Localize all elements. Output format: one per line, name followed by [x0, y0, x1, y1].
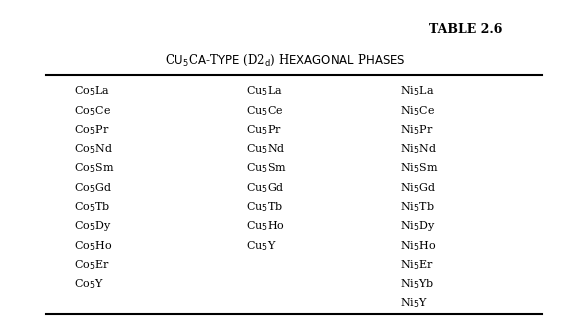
Text: Cu$_5$Y: Cu$_5$Y: [246, 239, 276, 253]
Text: Ni$_5$Yb: Ni$_5$Yb: [400, 277, 434, 291]
Text: Co$_5$Ho: Co$_5$Ho: [74, 239, 112, 253]
Text: Co$_5$Dy: Co$_5$Dy: [74, 219, 112, 233]
Text: Co$_5$Nd: Co$_5$Nd: [74, 142, 113, 156]
Text: Cu$_5$Pr: Cu$_5$Pr: [246, 123, 282, 137]
Text: Cu$_5$Ho: Cu$_5$Ho: [246, 219, 284, 233]
Text: Ni$_5$Pr: Ni$_5$Pr: [400, 123, 433, 137]
Text: Ni$_5$Y: Ni$_5$Y: [400, 296, 428, 310]
Text: Co$_5$Ce: Co$_5$Ce: [74, 104, 111, 118]
Text: Cu$_5$Gd: Cu$_5$Gd: [246, 181, 284, 195]
Text: Ni$_5$Ho: Ni$_5$Ho: [400, 239, 436, 253]
Text: Co$_5$Y: Co$_5$Y: [74, 277, 104, 291]
Text: Ni$_5$Ce: Ni$_5$Ce: [400, 104, 435, 118]
Text: Ni$_5$Dy: Ni$_5$Dy: [400, 219, 436, 233]
Text: TABLE 2.6: TABLE 2.6: [429, 23, 502, 36]
Text: Co$_5$Er: Co$_5$Er: [74, 258, 110, 272]
Text: Ni$_5$Tb: Ni$_5$Tb: [400, 200, 435, 214]
Text: Co$_5$Pr: Co$_5$Pr: [74, 123, 110, 137]
Text: Ni$_5$La: Ni$_5$La: [400, 85, 434, 99]
Text: Ni$_5$Gd: Ni$_5$Gd: [400, 181, 436, 195]
Text: Ni$_5$Nd: Ni$_5$Nd: [400, 142, 437, 156]
Text: Cu$_5$Ce: Cu$_5$Ce: [246, 104, 283, 118]
Text: Cu$_5$Nd: Cu$_5$Nd: [246, 142, 285, 156]
Text: Cu$_5$Tb: Cu$_5$Tb: [246, 200, 283, 214]
Text: Cu$_5$La: Cu$_5$La: [246, 85, 282, 99]
Text: Co$_5$La: Co$_5$La: [74, 85, 110, 99]
Text: Ni$_5$Sm: Ni$_5$Sm: [400, 162, 439, 176]
Text: Cu$_5$Sm: Cu$_5$Sm: [246, 162, 287, 176]
Text: Co$_5$Gd: Co$_5$Gd: [74, 181, 112, 195]
Text: Ni$_5$Er: Ni$_5$Er: [400, 258, 434, 272]
Text: Co$_5$Tb: Co$_5$Tb: [74, 200, 111, 214]
Text: C$\mathrm{U_5}$C$\mathrm{A}$-T$\mathrm{YPE}$ (D2$_\mathrm{d}$) H$\mathrm{EXAGONA: C$\mathrm{U_5}$C$\mathrm{A}$-T$\mathrm{Y…: [165, 53, 406, 68]
Text: Co$_5$Sm: Co$_5$Sm: [74, 162, 115, 176]
